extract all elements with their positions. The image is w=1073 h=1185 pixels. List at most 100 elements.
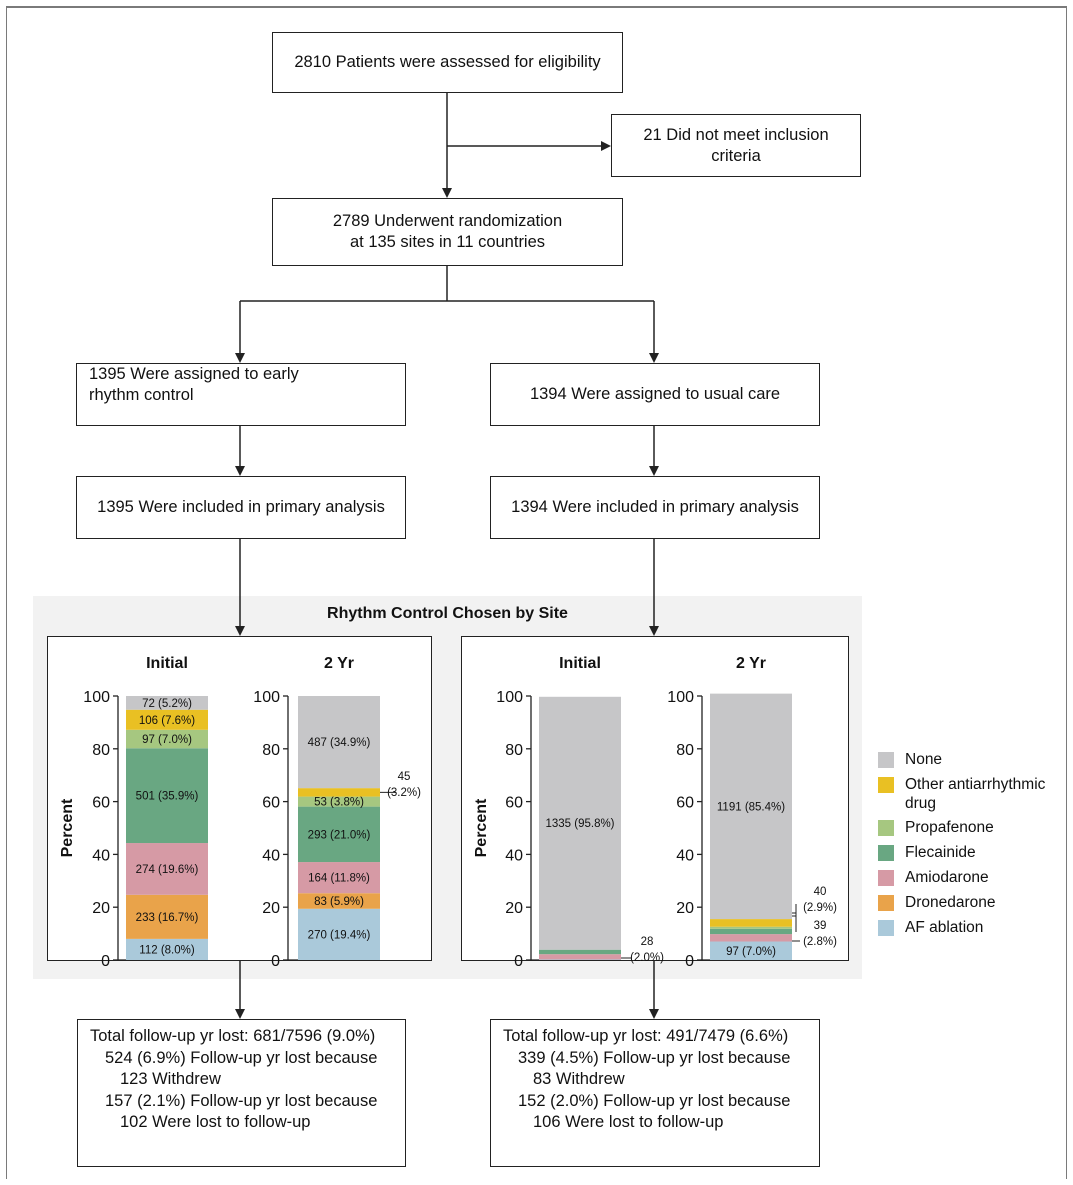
early-assigned-line-1: 1395 Were assigned to early	[89, 365, 299, 383]
callout-label: (3.2%)	[387, 787, 421, 799]
callout-label: (2.8%)	[803, 936, 837, 948]
usual-followup-lost: 106 Were lost to follow-up	[533, 1113, 724, 1131]
usual-followup-total: Total follow-up yr lost: 491/7479 (6.6%)	[503, 1027, 789, 1045]
bar-segment	[539, 949, 621, 955]
bar-segment	[298, 908, 380, 960]
legend-item: Amiodarone	[878, 868, 1068, 887]
usual-primary-box: 1394 Were included in primary analysis	[490, 476, 820, 539]
assessed-text: 2810 Patients were assessed for eligibil…	[294, 53, 601, 71]
legend-swatch	[878, 845, 894, 861]
bar-segment	[126, 748, 208, 844]
y-axis-label: Percent	[59, 798, 76, 857]
legend-label: Amiodarone	[905, 869, 989, 886]
early-followup-total: Total follow-up yr lost: 681/7596 (9.0%)	[90, 1027, 376, 1045]
y-tick-label: 60	[92, 795, 110, 812]
y-tick-label: 60	[505, 795, 523, 812]
figure-frame	[6, 6, 1067, 1179]
early-followup-withdrew-because: 524 (6.9%) Follow-up yr lost because	[105, 1048, 378, 1067]
bar-segment-label: 97 (7.0%)	[142, 734, 192, 746]
bar-segment-label: 1335 (95.8%)	[545, 818, 614, 830]
usual-followup-lost-because: 152 (2.0%) Follow-up yr lost because	[518, 1091, 791, 1110]
callout-label: 45	[398, 771, 411, 783]
legend-item: Propafenone	[878, 818, 1068, 837]
legend-item: Flecainide	[878, 843, 1068, 862]
category-label: 2 Yr	[324, 655, 354, 672]
legend-item: AF ablation	[878, 918, 1068, 937]
y-tick-label: 60	[262, 795, 280, 812]
legend-label: None	[905, 751, 943, 768]
early-followup-lost-because: 157 (2.1%) Follow-up yr lost because	[105, 1091, 378, 1110]
y-tick-label: 20	[505, 900, 523, 917]
bar-segment-label: 72 (5.2%)	[142, 698, 192, 710]
y-tick-label: 60	[676, 795, 694, 812]
early-followup-withdrew: 123 Withdrew	[120, 1070, 221, 1088]
usual-followup-box: Total follow-up yr lost: 491/7479 (6.6%)…	[490, 1019, 820, 1167]
y-tick-label: 100	[667, 689, 694, 706]
early-assigned-line-2: rhythm control	[89, 386, 194, 404]
bar-segment	[298, 788, 380, 797]
callout-label: 28	[641, 936, 654, 948]
bar-segment-label: 106 (7.6%)	[139, 715, 195, 727]
usual-followup-withdrew-because: 339 (4.5%) Follow-up yr lost because	[518, 1048, 791, 1067]
y-tick-label: 0	[685, 953, 694, 970]
assessed-box: 2810 Patients were assessed for eligibil…	[272, 32, 623, 93]
legend-label: Flecainide	[905, 844, 976, 861]
bar-segment	[710, 926, 792, 929]
bar-segment	[710, 934, 792, 942]
excluded-line-2: criteria	[711, 146, 761, 165]
bar-segment	[298, 796, 380, 807]
bar-segment-label: 270 (19.4%)	[308, 929, 371, 941]
callout-line	[792, 912, 797, 932]
bar-segment	[126, 843, 208, 895]
bar-segment-label: 233 (16.7%)	[136, 912, 199, 924]
callout-label: (2.0%)	[630, 952, 664, 964]
callout-label: (2.9%)	[803, 902, 837, 914]
y-tick-label: 0	[514, 953, 523, 970]
bar-segment-label: 274 (19.6%)	[136, 864, 199, 876]
excluded-box: 21 Did not meet inclusion criteria	[611, 114, 861, 177]
legend-label: Propafenone	[905, 819, 994, 836]
excluded-line-1: 21 Did not meet inclusion	[643, 125, 829, 144]
bar-segment-label: 487 (34.9%)	[308, 737, 371, 749]
bar-segment-label: 1191 (85.4%)	[717, 801, 785, 813]
y-tick-label: 80	[262, 742, 280, 759]
bar-segment	[539, 959, 621, 960]
bar-segment	[126, 696, 208, 710]
y-tick-label: 40	[505, 847, 523, 864]
bar-segment-label: 112 (8.0%)	[139, 944, 195, 956]
y-tick-label: 100	[253, 689, 280, 706]
legend-label: Other antiarrhythmic drug	[905, 776, 1046, 812]
bar-segment	[298, 696, 380, 789]
y-tick-label: 40	[92, 847, 110, 864]
panel-title: Rhythm Control Chosen by Site	[327, 605, 568, 622]
category-label: Initial	[146, 655, 188, 672]
category-label: 2 Yr	[736, 655, 766, 672]
bar-segment	[126, 709, 208, 730]
bar-segment-label: 83 (5.9%)	[314, 896, 364, 908]
y-tick-label: 100	[496, 689, 523, 706]
usual-assigned-box: 1394 Were assigned to usual care	[490, 363, 820, 426]
bar-segment	[539, 954, 621, 960]
bar-segment-label: 97 (7.0%)	[726, 946, 776, 958]
early-followup-box: Total follow-up yr lost: 681/7596 (9.0%)…	[77, 1019, 406, 1167]
bar-segment	[298, 862, 380, 894]
usual-primary-text: 1394 Were included in primary analysis	[511, 498, 799, 516]
early-primary-box: 1395 Were included in primary analysis	[76, 476, 406, 539]
bar-segment	[126, 894, 208, 939]
legend-item: Dronedarone	[878, 893, 1068, 912]
bar-segment	[298, 893, 380, 909]
y-tick-label: 40	[676, 847, 694, 864]
early-assigned-box: 1395 Were assigned to early rhythm contr…	[76, 363, 406, 426]
bar-segment	[710, 693, 792, 920]
y-tick-label: 20	[92, 900, 110, 917]
legend-swatch	[878, 895, 894, 911]
legend-swatch	[878, 752, 894, 768]
callout-label: 40	[814, 886, 827, 898]
y-tick-label: 20	[262, 900, 280, 917]
legend-swatch	[878, 820, 894, 836]
early-primary-text: 1395 Were included in primary analysis	[97, 498, 385, 516]
randomized-line-2: at 135 sites in 11 countries	[349, 233, 546, 251]
category-label: Initial	[559, 655, 601, 672]
legend-swatch	[878, 920, 894, 936]
y-tick-label: 80	[505, 742, 523, 759]
